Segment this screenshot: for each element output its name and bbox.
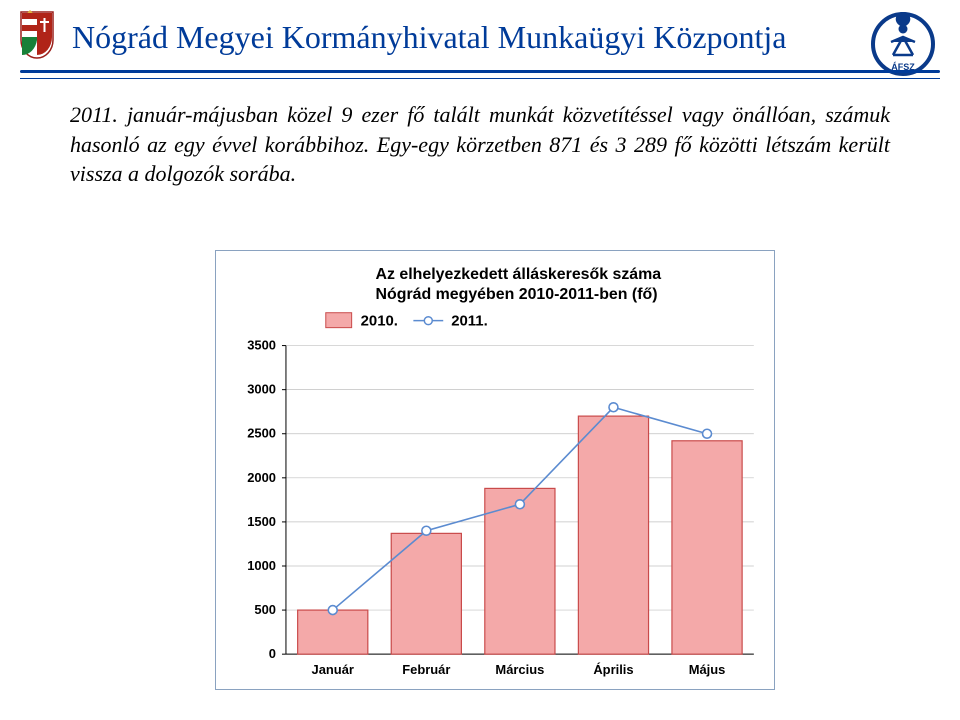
legend-2011-label: 2011. bbox=[451, 313, 488, 330]
bar bbox=[485, 488, 555, 654]
header-rule-thick bbox=[20, 70, 940, 73]
placement-chart: Az elhelyezkedett álláskeresők száma Nógr… bbox=[215, 250, 775, 690]
x-tick-label: Május bbox=[689, 662, 726, 677]
line-marker bbox=[328, 606, 337, 615]
title-row: Nógrád Megyei Kormányhivatal Munkaügyi K… bbox=[20, 10, 940, 65]
x-tick-label: Február bbox=[402, 662, 450, 677]
bar bbox=[672, 441, 742, 654]
bar bbox=[578, 416, 648, 654]
line-marker bbox=[515, 500, 524, 509]
y-tick-label: 3500 bbox=[247, 338, 276, 353]
slide-page: Nógrád Megyei Kormányhivatal Munkaügyi K… bbox=[0, 0, 960, 720]
y-tick-label: 500 bbox=[254, 602, 276, 617]
y-tick-label: 3000 bbox=[247, 382, 276, 397]
chart-title-line2: Nógrád megyében 2010-2011-ben (fő) bbox=[376, 286, 658, 303]
chart-title-line1: Az elhelyezkedett álláskeresők száma bbox=[376, 266, 662, 283]
slide-header: Nógrád Megyei Kormányhivatal Munkaügyi K… bbox=[0, 0, 960, 90]
y-tick-label: 1000 bbox=[247, 558, 276, 573]
y-tick-label: 2500 bbox=[247, 426, 276, 441]
line-marker bbox=[703, 429, 712, 438]
legend-2011-marker bbox=[424, 317, 432, 325]
body-paragraph: 2011. január-májusban közel 9 ezer fő ta… bbox=[70, 100, 890, 189]
x-tick-label: Április bbox=[593, 662, 633, 677]
coat-of-arms-icon bbox=[20, 10, 54, 65]
legend-2010-swatch bbox=[326, 313, 352, 328]
chart-svg: Az elhelyezkedett álláskeresők száma Nógr… bbox=[216, 251, 774, 689]
x-tick-label: Január bbox=[312, 662, 354, 677]
page-title: Nógrád Megyei Kormányhivatal Munkaügyi K… bbox=[72, 19, 787, 56]
x-tick-label: Március bbox=[495, 662, 544, 677]
bar bbox=[298, 610, 368, 654]
header-rule-thin bbox=[20, 78, 940, 79]
y-tick-label: 1500 bbox=[247, 514, 276, 529]
line-marker bbox=[422, 526, 431, 535]
y-tick-label: 2000 bbox=[247, 470, 276, 485]
line-marker bbox=[609, 403, 618, 412]
y-tick-label: 0 bbox=[269, 646, 276, 661]
legend-2010-label: 2010. bbox=[361, 313, 398, 330]
